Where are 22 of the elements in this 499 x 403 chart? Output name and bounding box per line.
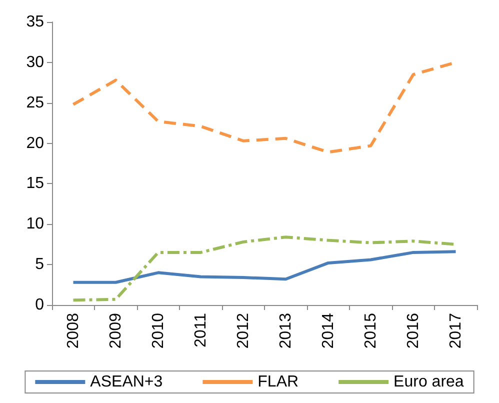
y-tick-label: 35 [26, 14, 44, 30]
y-tick-label: 15 [26, 175, 44, 192]
x-tick-label: 2014 [320, 312, 337, 349]
y-tick-label: 20 [26, 134, 44, 152]
legend-label: Euro area [394, 374, 464, 390]
x-tick-label: 2012 [234, 312, 252, 349]
x-tick-label: 2015 [362, 312, 380, 349]
legend-label: ASEAN+3 [90, 374, 163, 390]
line-series [72, 250, 458, 284]
x-tick-label: 2013 [277, 312, 294, 349]
y-tick-label: 10 [26, 216, 44, 233]
y-tick-label: 0 [35, 296, 44, 314]
x-tick-label: 2008 [64, 312, 82, 349]
x-tick-label: 2010 [150, 312, 167, 349]
y-tick-label: 5 [35, 256, 44, 274]
y-tick-label: 30 [26, 54, 44, 71]
x-tick-label: 2009 [107, 312, 124, 349]
x-tick-label: 2011 [192, 312, 210, 348]
x-tick-label: 2017 [447, 312, 464, 349]
y-tick-label: 25 [26, 94, 44, 112]
x-tick-label: 2016 [404, 312, 422, 349]
legend-label: FLAR [258, 374, 299, 390]
